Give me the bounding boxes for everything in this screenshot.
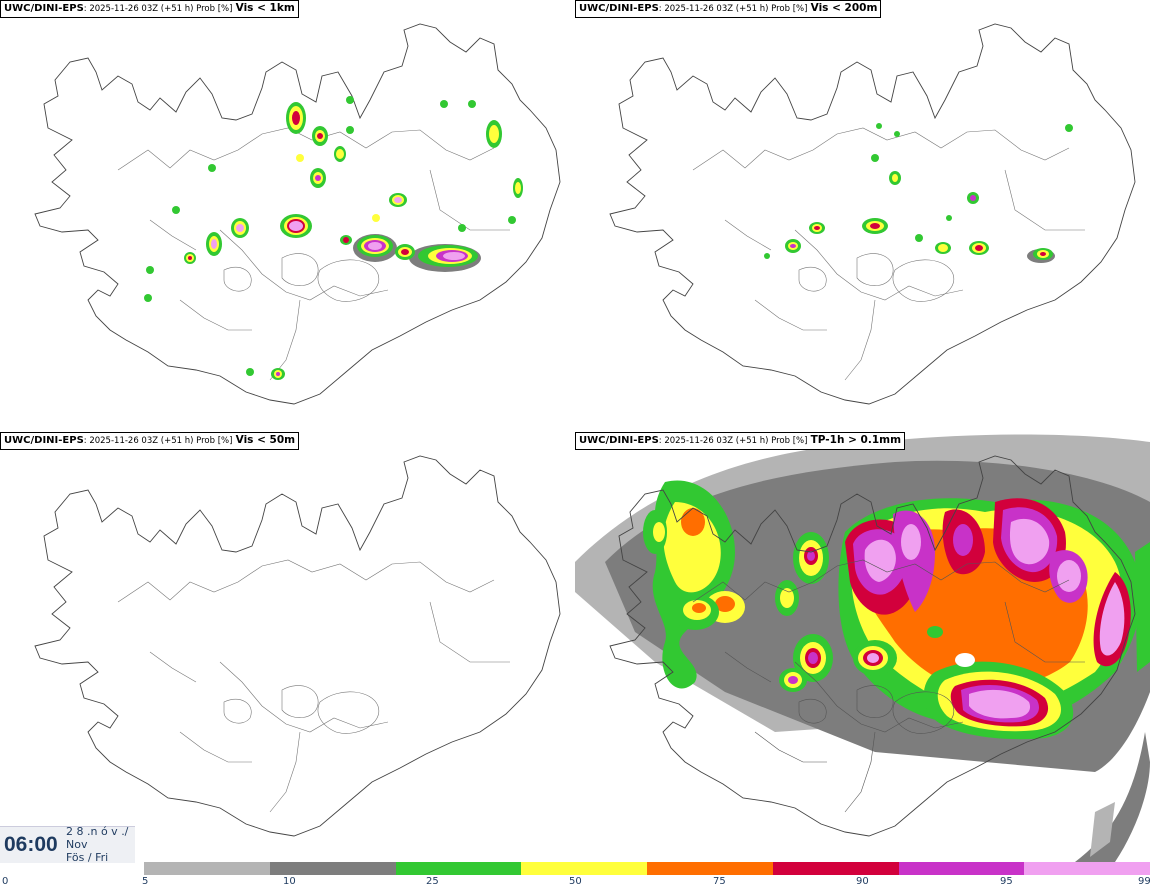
date-line-1: 2 8 .n ó v ./ [66, 825, 129, 838]
run-meta: : 2025-11-26 03Z (+51 h) Prob [%] [83, 436, 233, 446]
iceland-map [575, 434, 1150, 862]
panel-title: UWC/DINI-EPS: 2025-11-26 03Z (+51 h) Pro… [0, 432, 300, 450]
legend-tick-label: 25 [426, 876, 439, 887]
legend-swatch [898, 862, 1025, 875]
legend-swatch [1024, 862, 1150, 875]
map-panel-precip: UWC/DINI-EPS: 2025-11-26 03Z (+51 h) Pro… [575, 432, 1150, 862]
parameter: Vis < 200m [810, 2, 878, 14]
panel-title: UWC/DINI-EPS: 2025-11-26 03Z (+51 h) Pro… [575, 432, 906, 450]
legend-tick-label: 75 [713, 876, 726, 887]
prob-blobs [764, 123, 1073, 263]
date-line-3: Fös / Fri [66, 851, 109, 864]
parameter: Vis < 1km [235, 2, 295, 14]
iceland-map [34, 23, 561, 405]
iceland-map [609, 23, 1136, 405]
legend-tick-label: 90 [856, 876, 869, 887]
map-panel-vis-200m: UWC/DINI-EPS: 2025-11-26 03Z (+51 h) Pro… [575, 0, 1150, 430]
legend-tick-label: 50 [569, 876, 582, 887]
prob-blobs [144, 96, 523, 380]
panel-title: UWC/DINI-EPS: 2025-11-26 03Z (+51 h) Pro… [575, 0, 882, 18]
run-meta: : 2025-11-26 03Z (+51 h) Prob [%] [83, 4, 233, 14]
run-meta: : 2025-11-26 03Z (+51 h) Prob [%] [658, 436, 808, 446]
model-name: UWC/DINI-EPS [579, 3, 659, 14]
legend-tick-label: 95 [1000, 876, 1013, 887]
legend-swatch [772, 862, 899, 875]
valid-time: 06:00 [4, 833, 58, 856]
legend-tick-label: 5 [142, 876, 149, 887]
precip-field [575, 434, 1150, 862]
valid-time-box: 06:00 2 8 .n ó v ./ Nov Fös / Fri [0, 825, 135, 864]
map-panel-vis-50m: UWC/DINI-EPS: 2025-11-26 03Z (+51 h) Pro… [0, 432, 575, 862]
iceland-map [34, 455, 561, 837]
model-name: UWC/DINI-EPS [4, 3, 84, 14]
legend-ticks: 0 5 10 25 50 75 90 95 99 [0, 876, 1150, 891]
legend-swatch [395, 862, 522, 875]
legend-tick-label: 10 [283, 876, 296, 887]
panel-title: UWC/DINI-EPS: 2025-11-26 03Z (+51 h) Pro… [0, 0, 299, 18]
date-line-2: Nov [66, 838, 88, 851]
legend-tick-label: 99 [1138, 876, 1150, 887]
legend-swatch [144, 862, 270, 875]
model-name: UWC/DINI-EPS [579, 435, 659, 446]
valid-date: 2 8 .n ó v ./ Nov Fös / Fri [66, 825, 128, 864]
map-panel-vis-1km: UWC/DINI-EPS: 2025-11-26 03Z (+51 h) Pro… [0, 0, 575, 430]
legend-tick-label: 0 [2, 876, 9, 887]
color-legend [144, 862, 1150, 875]
legend-swatch [647, 862, 773, 875]
legend-swatch [521, 862, 647, 875]
run-meta: : 2025-11-26 03Z (+51 h) Prob [%] [658, 4, 808, 14]
parameter: TP-1h > 0.1mm [810, 434, 902, 446]
legend-swatch [269, 862, 396, 875]
parameter: Vis < 50m [235, 434, 296, 446]
model-name: UWC/DINI-EPS [4, 435, 84, 446]
